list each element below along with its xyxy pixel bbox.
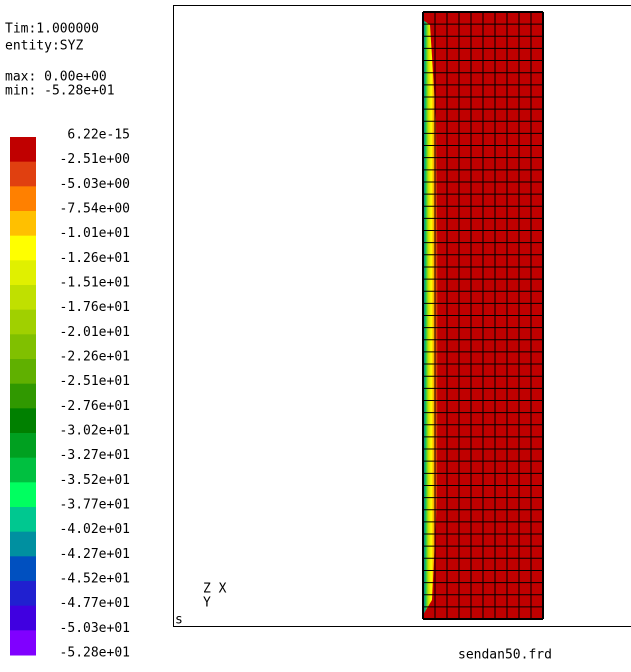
viewport [173,5,631,627]
legend-label: -3.02e+01 [60,424,130,439]
legend-label: -4.52e+01 [60,572,130,587]
legend-label: -2.01e+01 [60,325,130,340]
legend-label: -2.26e+01 [60,350,130,365]
legend-swatch [10,137,36,163]
legend-swatch [10,359,36,385]
legend-swatch [10,605,36,631]
legend-label: -7.54e+00 [60,202,130,217]
legend-label: -1.26e+01 [60,251,130,266]
legend-swatch [10,334,36,360]
legend-label: -2.51e+01 [60,374,130,389]
legend-swatch [10,186,36,212]
max-label: max: 0.00e+00 [5,70,107,85]
legend-swatch [10,630,36,656]
legend-label: -5.03e+00 [60,177,130,192]
time-label: Tim:1.000000 [5,22,99,37]
legend-swatch [10,260,36,286]
legend-label: -3.77e+01 [60,498,130,513]
legend-swatch [10,457,36,483]
legend-swatch [10,556,36,582]
legend-swatch [10,161,36,187]
legend-label: -4.02e+01 [60,522,130,537]
legend-label: -3.27e+01 [60,448,130,463]
entity-label: entity:SYZ [5,39,83,54]
legend-label: -1.76e+01 [60,300,130,315]
legend-swatch [10,581,36,607]
min-label: min: -5.28e+01 [5,84,115,99]
legend-label: -4.77e+01 [60,596,130,611]
legend-label: -5.28e+01 [60,646,130,661]
legend-swatch [10,383,36,409]
legend-swatch [10,408,36,434]
legend-swatch [10,285,36,311]
triad-top: Z X [203,582,227,597]
legend-swatch [10,482,36,508]
legend-label: -2.51e+00 [60,152,130,167]
legend-swatch [10,211,36,237]
corner-label: s [175,613,183,628]
stress-gradient [423,20,438,615]
legend-swatch [10,235,36,261]
legend-swatch [10,309,36,335]
legend-label: -4.27e+01 [60,547,130,562]
legend-label: -1.51e+01 [60,276,130,291]
mesh [422,11,544,620]
triad-bottom: Y [203,596,211,611]
legend-label: -5.03e+01 [60,621,130,636]
legend-label: -3.52e+01 [60,473,130,488]
legend-label: -1.01e+01 [60,226,130,241]
legend-label: -2.76e+01 [60,399,130,414]
legend-swatch [10,433,36,459]
filename: sendan50.frd [458,648,552,663]
legend-swatch [10,507,36,533]
legend-swatch [10,531,36,557]
legend-label: 6.22e-15 [67,128,130,143]
